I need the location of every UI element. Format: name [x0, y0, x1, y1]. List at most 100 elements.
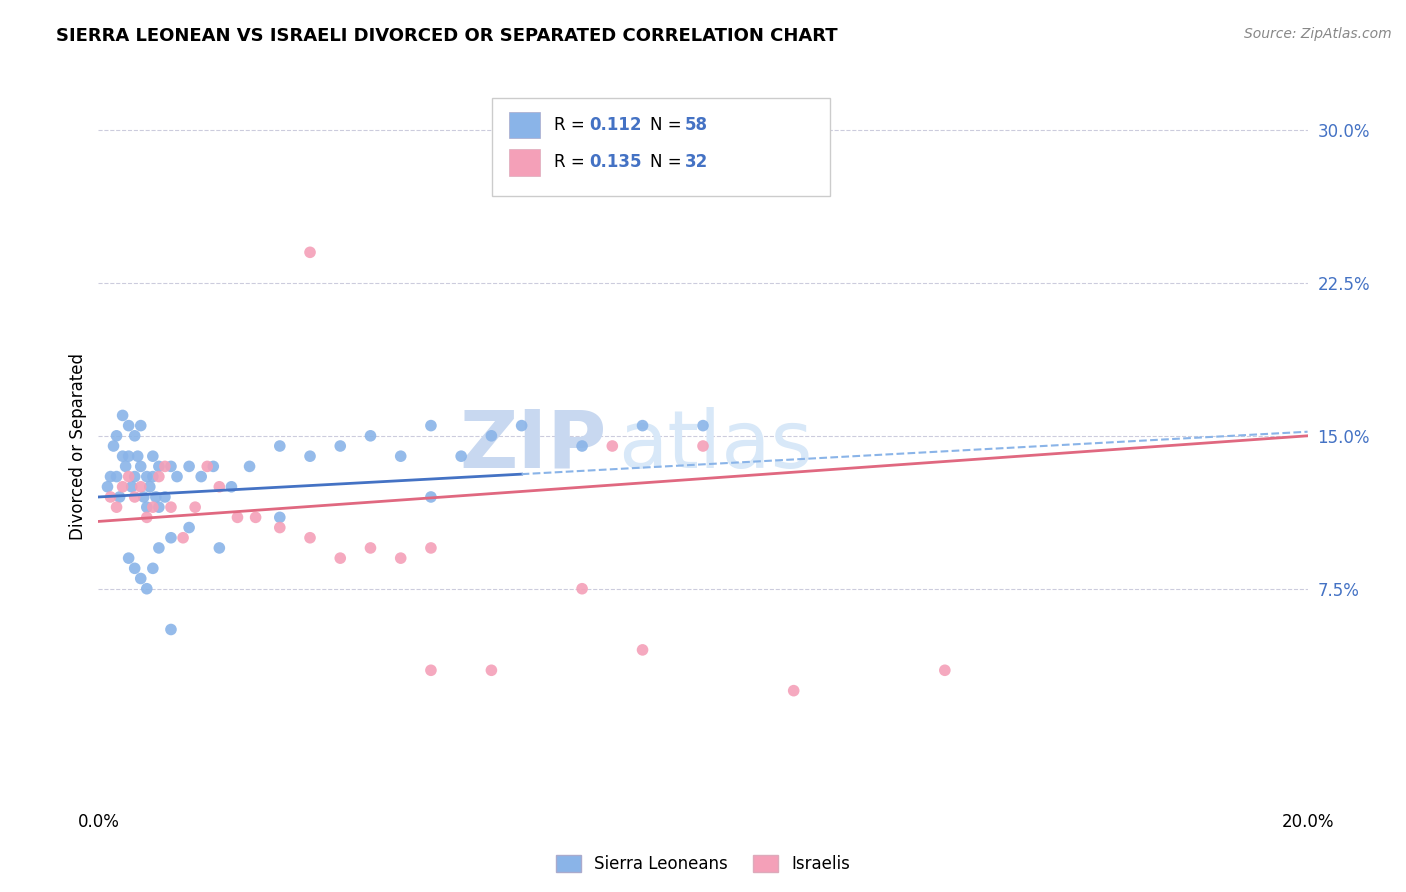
Point [160, 500, 183, 515]
Point [105, 500, 128, 515]
Text: N =: N = [650, 153, 686, 171]
Text: R =: R = [554, 153, 591, 171]
Point [160, 531, 183, 545]
Point [142, 449, 165, 463]
Point [239, 459, 262, 474]
Point [135, 500, 157, 515]
Point [132, 490, 155, 504]
Point [481, 663, 503, 677]
Point [124, 469, 146, 483]
Point [142, 469, 165, 483]
Point [129, 480, 152, 494]
Point [118, 469, 141, 483]
Text: SIERRA LEONEAN VS ISRAELI DIVORCED OR SEPARATED CORRELATION CHART: SIERRA LEONEAN VS ISRAELI DIVORCED OR SE… [56, 27, 838, 45]
Point [208, 541, 231, 555]
Point [127, 449, 149, 463]
Point [118, 449, 141, 463]
Text: 32: 32 [685, 153, 709, 171]
Point [129, 459, 152, 474]
Point [692, 418, 714, 433]
Point [153, 459, 176, 474]
Point [179, 520, 201, 534]
Point [114, 459, 136, 474]
Text: atlas: atlas [619, 407, 813, 485]
Legend: Sierra Leoneans, Israelis: Sierra Leoneans, Israelis [550, 848, 856, 880]
Point [226, 510, 249, 524]
Point [103, 439, 125, 453]
Point [121, 480, 143, 494]
Point [299, 531, 322, 545]
Text: R =: R = [554, 116, 591, 134]
Point [195, 459, 218, 474]
Point [299, 449, 322, 463]
Point [129, 418, 152, 433]
Point [420, 541, 443, 555]
Point [172, 531, 194, 545]
Point [329, 551, 352, 566]
Point [420, 490, 443, 504]
Point [602, 439, 624, 453]
Point [184, 500, 207, 515]
Point [571, 439, 593, 453]
Point [96, 480, 118, 494]
Point [631, 418, 654, 433]
Point [111, 449, 134, 463]
Point [692, 439, 714, 453]
Point [481, 429, 503, 443]
Point [160, 623, 183, 637]
Point [389, 449, 412, 463]
Point [420, 418, 443, 433]
Point [450, 449, 472, 463]
Point [153, 490, 176, 504]
Point [135, 582, 157, 596]
Point [148, 459, 170, 474]
Point [245, 510, 267, 524]
Point [179, 459, 201, 474]
Point [510, 418, 533, 433]
Point [631, 643, 654, 657]
Point [269, 520, 291, 534]
Point [420, 663, 443, 677]
Point [360, 429, 382, 443]
Point [208, 480, 231, 494]
Point [389, 551, 412, 566]
Text: 0.135: 0.135 [589, 153, 641, 171]
Point [360, 541, 382, 555]
Point [160, 459, 183, 474]
Point [124, 490, 146, 504]
Text: 58: 58 [685, 116, 707, 134]
Point [329, 439, 352, 453]
Point [100, 469, 122, 483]
Point [166, 469, 188, 483]
Point [148, 500, 170, 515]
Text: Source: ZipAtlas.com: Source: ZipAtlas.com [1244, 27, 1392, 41]
Point [111, 480, 134, 494]
Point [571, 582, 593, 596]
Point [124, 429, 146, 443]
Point [148, 541, 170, 555]
Point [139, 480, 162, 494]
Text: 0.112: 0.112 [589, 116, 641, 134]
Point [269, 439, 291, 453]
Point [145, 490, 167, 504]
Point [124, 561, 146, 575]
Point [202, 459, 225, 474]
Point [100, 490, 122, 504]
Text: N =: N = [650, 116, 686, 134]
Point [269, 510, 291, 524]
Point [148, 469, 170, 483]
Point [118, 551, 141, 566]
Text: ZIP: ZIP [458, 407, 606, 485]
Point [142, 500, 165, 515]
Point [105, 429, 128, 443]
Point [108, 490, 131, 504]
Point [105, 469, 128, 483]
Point [142, 561, 165, 575]
Point [129, 572, 152, 586]
Point [190, 469, 212, 483]
Point [221, 480, 243, 494]
Point [135, 469, 157, 483]
Point [135, 510, 157, 524]
Point [299, 245, 322, 260]
Point [111, 409, 134, 423]
